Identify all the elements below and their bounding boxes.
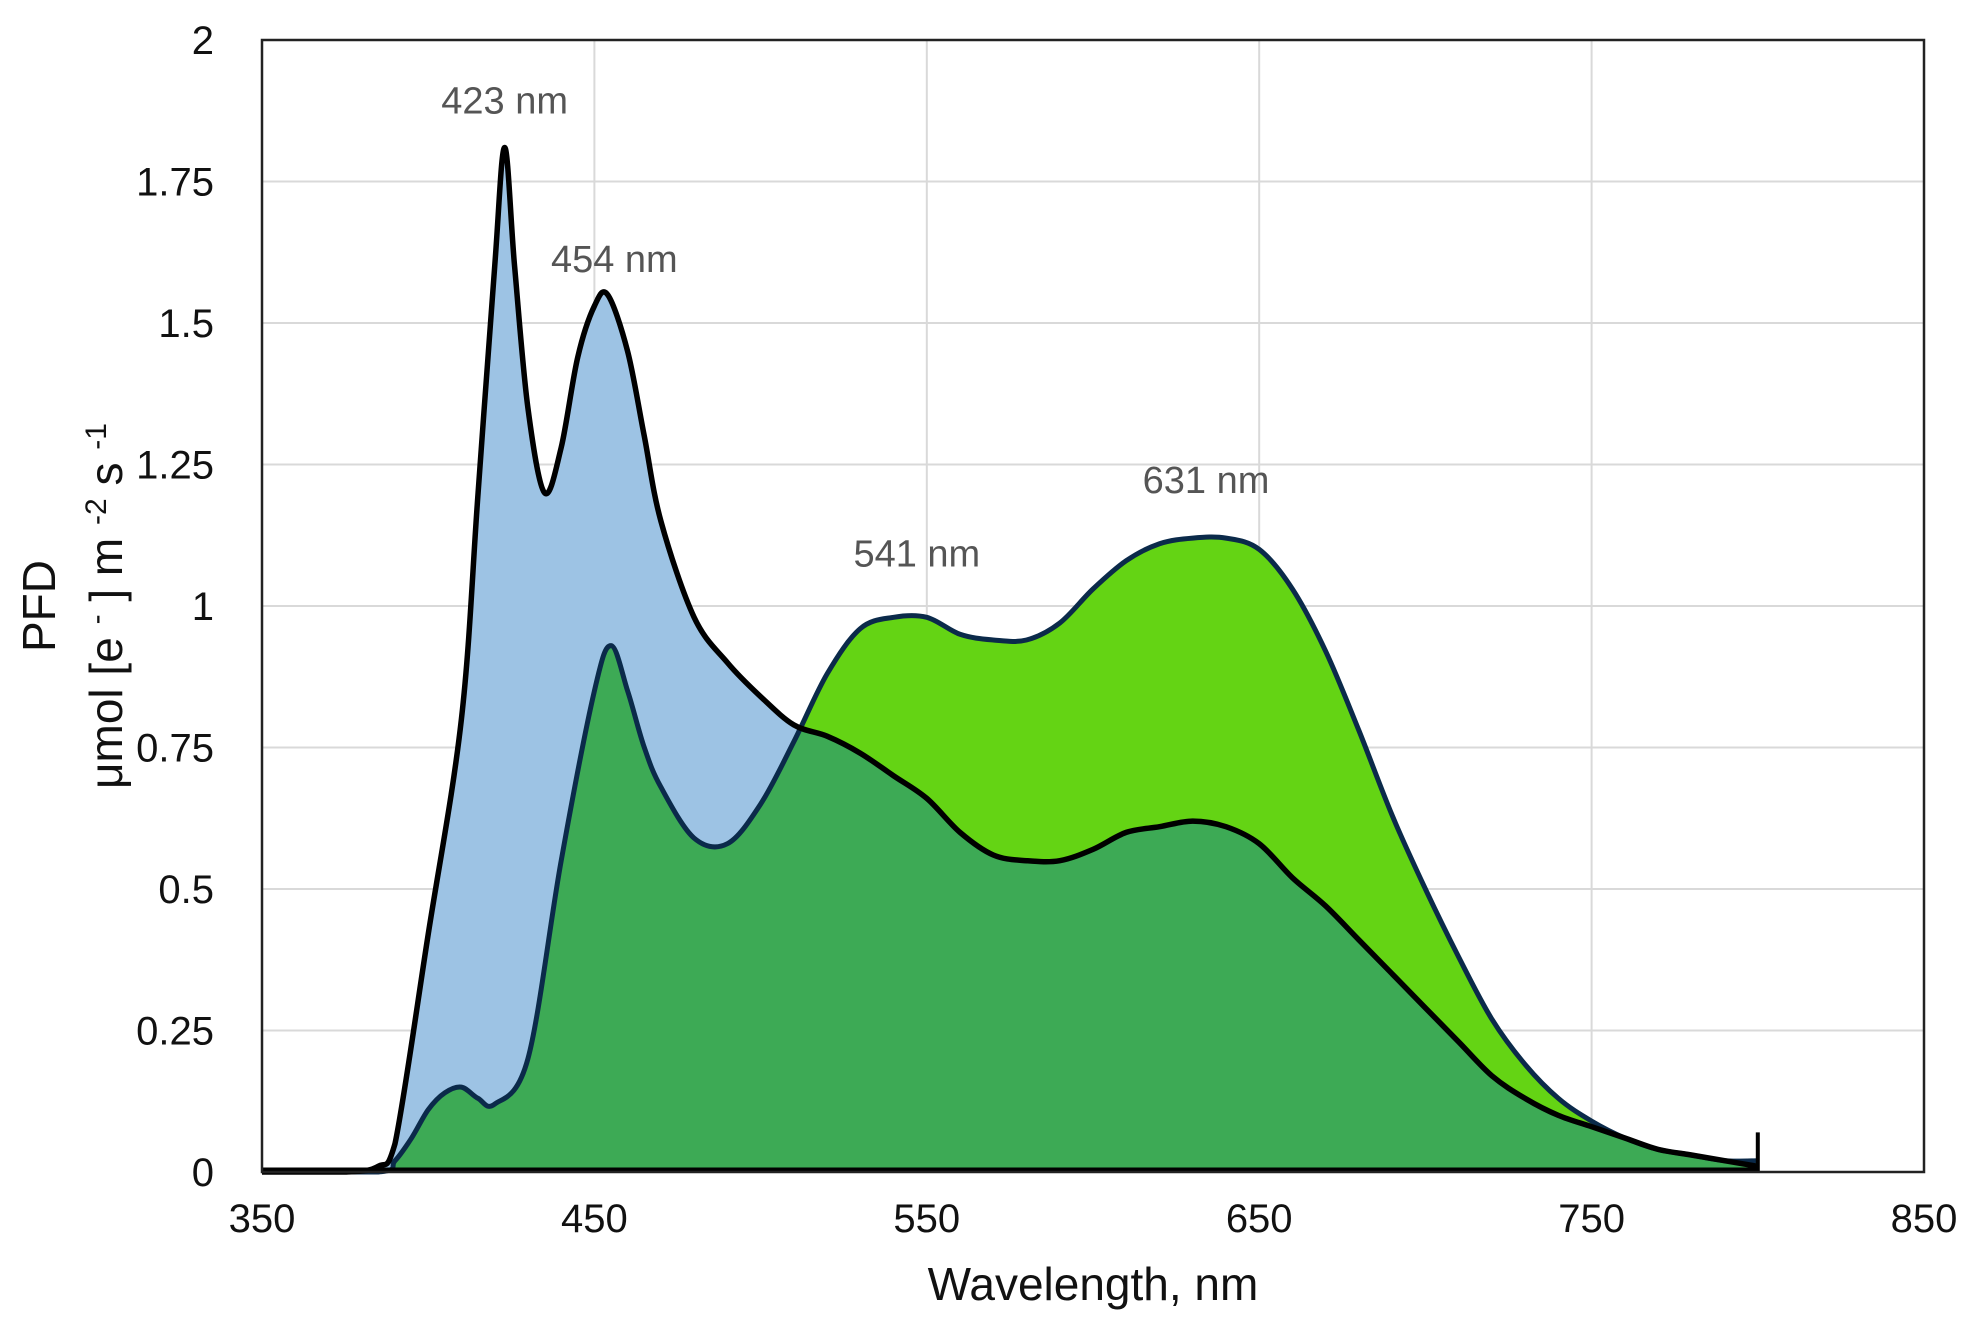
tick-labels: 350 450 550 650 750 850 0 0.25 0.5 0.75 1 1.25 1.5 1.… <box>136 19 1957 1241</box>
y-title-unit-part: s <box>80 462 132 485</box>
overlap-area <box>262 536 1758 1172</box>
y-tick-label: 0 <box>192 1151 214 1195</box>
x-tick-label: 850 <box>1891 1197 1958 1241</box>
series-line-blue <box>261 144 1759 1175</box>
x-tick-label: 550 <box>893 1197 960 1241</box>
x-tick-label: 650 <box>1226 1197 1293 1241</box>
y-title-unit-superscript: -1 <box>80 423 113 450</box>
y-title-unit-part: ] m <box>80 538 132 602</box>
y-tick-label: 0.75 <box>136 727 214 771</box>
peak-label: 423 nm <box>441 81 568 123</box>
y-axis-title-line2: μmol [e - ] m -2 s -1 <box>80 423 133 789</box>
y-tick-label: 1.25 <box>136 444 214 488</box>
x-tick-label: 350 <box>229 1197 296 1241</box>
y-title-unit-superscript: - <box>80 614 113 624</box>
peak-annotations: 423 nm 454 nm 541 nm 631 nm <box>441 81 1269 576</box>
y-tick-label: 1.5 <box>158 302 214 346</box>
y-tick-label: 2 <box>192 19 214 63</box>
y-title-unit-part: μmol [e <box>80 637 132 789</box>
x-tick-label: 750 <box>1558 1197 1625 1241</box>
y-tick-label: 1.75 <box>136 161 214 205</box>
y-tick-label: 0.5 <box>158 868 214 912</box>
peak-label: 631 nm <box>1143 460 1270 502</box>
series-lines <box>261 144 1760 1175</box>
y-axis-title-line1: PFD <box>13 560 65 652</box>
peak-label: 541 nm <box>853 533 980 575</box>
areas <box>262 147 1758 1172</box>
series-line-green <box>261 534 1758 1175</box>
peak-label: 454 nm <box>551 239 678 281</box>
y-tick-label: 1 <box>192 585 214 629</box>
x-tick-label: 450 <box>561 1197 628 1241</box>
x-axis-title: Wavelength, nm <box>928 1258 1259 1310</box>
plot-frame <box>260 38 1926 1174</box>
y-title-unit-superscript: -2 <box>80 498 113 525</box>
y-tick-label: 0.25 <box>136 1010 214 1054</box>
